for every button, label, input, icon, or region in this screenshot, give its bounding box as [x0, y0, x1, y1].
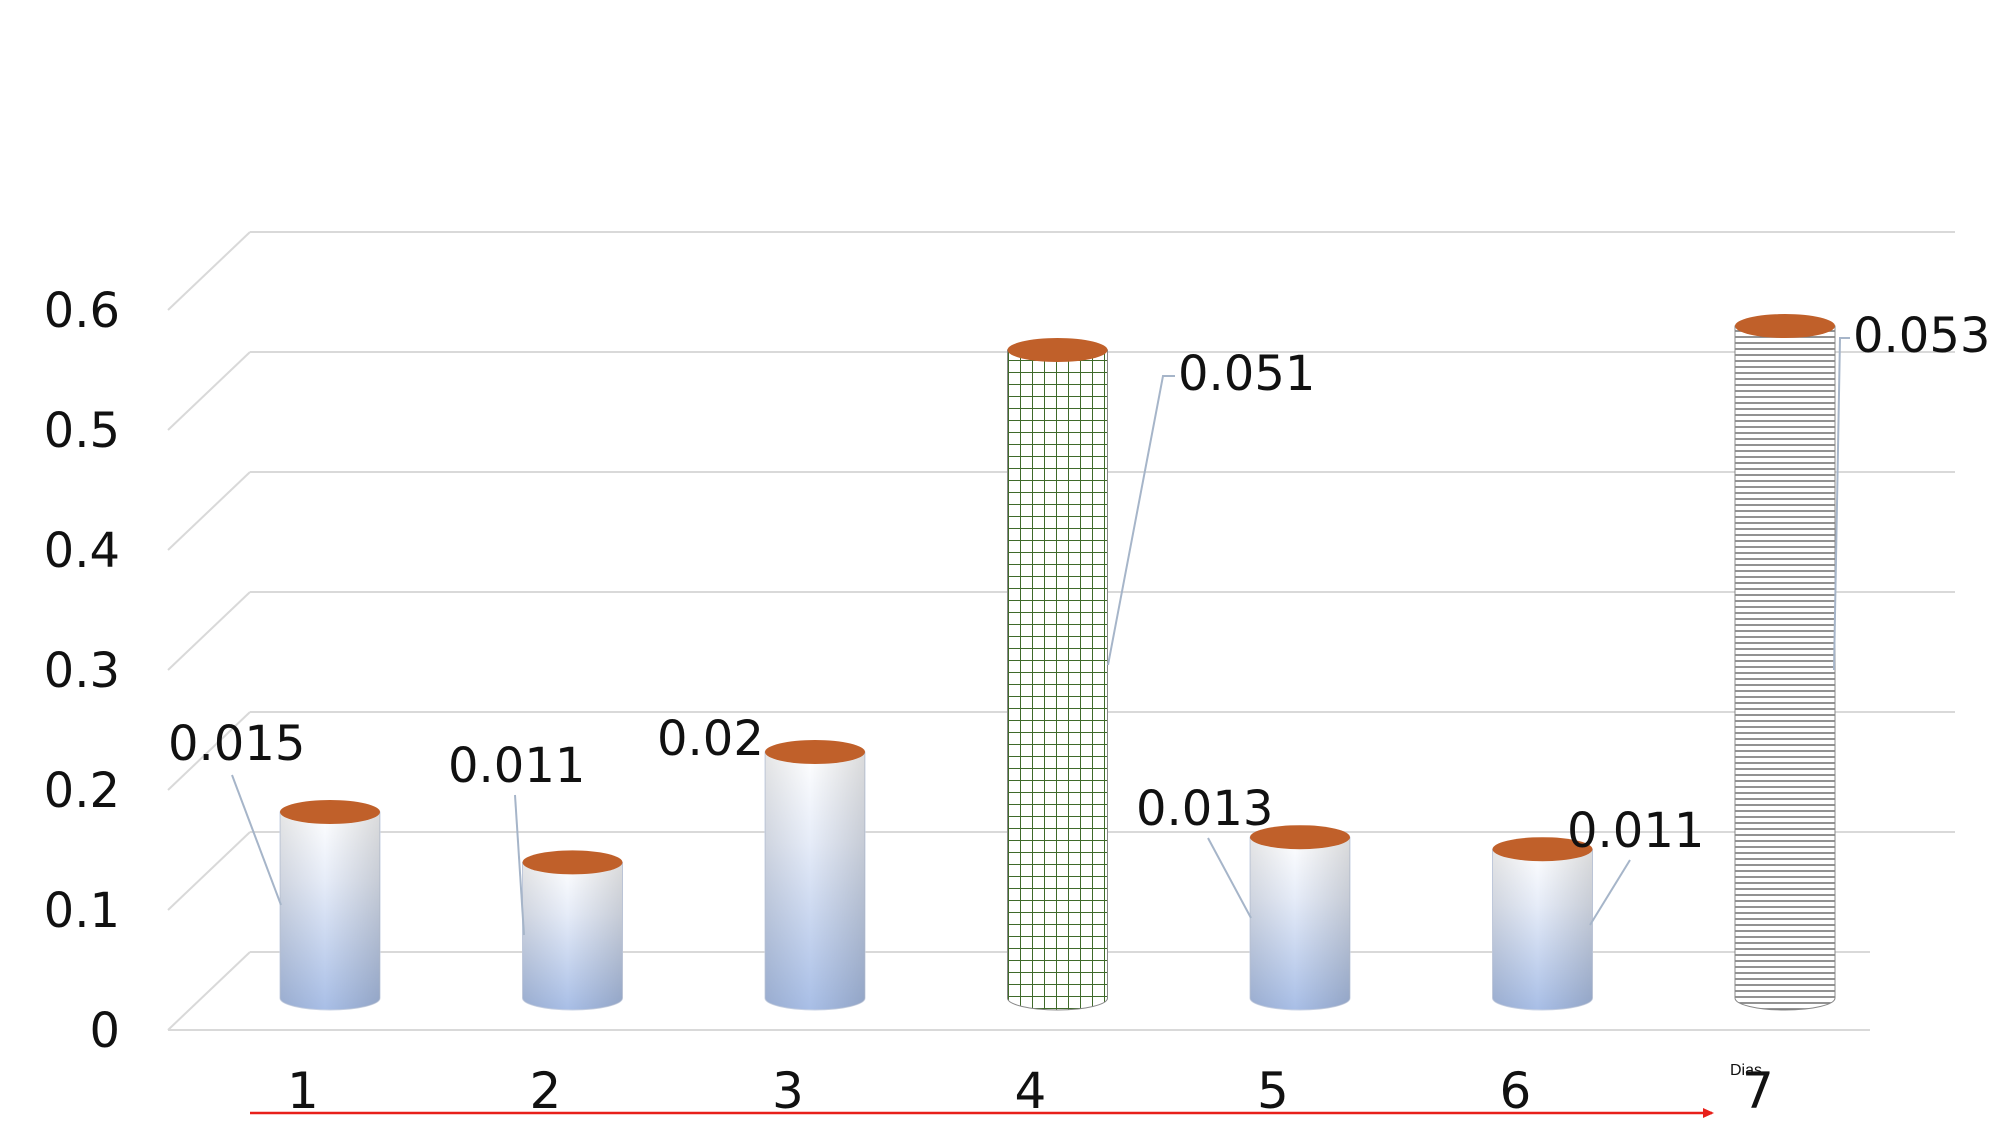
y-tick-label: 0.4: [44, 523, 120, 579]
gridline-diagonal: [167, 351, 251, 431]
bar-body: [1734, 325, 1836, 1011]
bar-top-cap: [1492, 837, 1593, 862]
bar-body: [1007, 349, 1108, 1011]
bar-cylinder-2: [522, 850, 623, 1011]
bar-cylinder-7: [1734, 314, 1836, 1011]
bar-cylinder-6: [1492, 837, 1593, 1011]
x-axis-title: Dias: [1730, 1062, 1762, 1079]
bar-top-cap: [765, 740, 865, 764]
y-tick-label: 0.2: [44, 763, 120, 819]
bar-top-cap: [1735, 314, 1835, 338]
x-tick-label: 6: [1500, 1062, 1532, 1120]
data-label: 0.011: [1567, 803, 1704, 859]
gridline-diagonal: [167, 951, 251, 1031]
y-tick-label: 0.1: [44, 883, 120, 939]
bar-cylinder-4: [1007, 338, 1108, 1011]
x-tick-label: 3: [772, 1062, 804, 1120]
leader-line: [514, 794, 525, 936]
data-label: 0.011: [448, 738, 585, 794]
y-tick-label: 0.6: [44, 283, 120, 339]
bar-shading: [765, 752, 865, 1010]
gridline-diagonal: [167, 831, 251, 911]
bar-top-cap: [1007, 338, 1108, 362]
y-tick-label: 0: [89, 1003, 120, 1059]
leader-line: [1107, 375, 1175, 666]
data-label: 0.053: [1853, 308, 1990, 364]
y-tick-label: 0.3: [44, 643, 120, 699]
bar-top-cap: [1250, 825, 1350, 850]
leader-line: [1833, 337, 1850, 671]
gridline-diagonal: [167, 231, 251, 311]
leader-line: [231, 774, 282, 906]
bar-shading: [522, 862, 623, 1011]
data-label: 0.013: [1136, 781, 1273, 837]
data-label: 0.015: [168, 716, 305, 772]
x-tick-label: 4: [1015, 1062, 1047, 1120]
gridline-diagonal: [167, 471, 251, 551]
bar-cylinder-5: [1249, 825, 1351, 1011]
leader-line: [1589, 859, 1631, 926]
x-tick-label: 1: [287, 1062, 319, 1120]
bar-cylinder-3: [764, 740, 866, 1011]
leader-line: [1207, 837, 1252, 919]
bar-top-cap: [280, 800, 380, 824]
x-tick-label: 2: [530, 1062, 562, 1120]
y-tick-label: 0.5: [44, 403, 120, 459]
data-label: 0.051: [1178, 346, 1315, 402]
bar-shading: [1492, 849, 1593, 1011]
bar-cylinder-1: [279, 800, 381, 1011]
x-tick-label: 7: [1742, 1062, 1774, 1120]
bar-shading: [280, 812, 380, 1010]
bar-shading: [1250, 837, 1350, 1010]
bar-top-cap: [522, 850, 623, 875]
gridline-diagonal: [167, 591, 251, 671]
x-tick-label: 5: [1257, 1062, 1289, 1120]
gridline-diagonal: [167, 711, 251, 791]
data-label: 0.02: [657, 711, 764, 767]
